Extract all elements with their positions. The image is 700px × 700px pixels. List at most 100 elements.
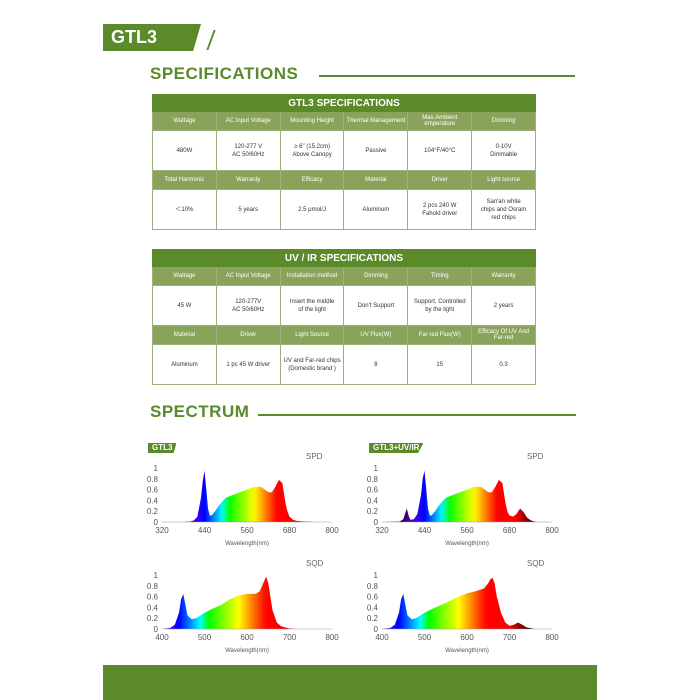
model-tag: GTL3 xyxy=(103,24,201,51)
spectrum-heading: SPECTRUM xyxy=(150,402,250,421)
y-tick-label: 0.6 xyxy=(367,486,379,495)
y-tick-label: 1 xyxy=(154,571,159,580)
chart-tag-gtl3: GTL3 xyxy=(148,443,177,453)
table-header-cell: Timing xyxy=(407,266,473,286)
x-tick-label: 440 xyxy=(198,526,212,535)
uvir-value-row-1: 45 W 120-277V AC 50/60Hz Insert the midd… xyxy=(152,285,536,326)
specifications-rule xyxy=(319,75,575,77)
y-tick-label: 0.4 xyxy=(367,603,379,612)
chart-tag-gtl3-uvir: GTL3+UV/IR xyxy=(369,443,424,453)
table-header-cell: Material xyxy=(152,325,217,345)
y-tick-label: 0 xyxy=(154,518,159,527)
table-header-cell: Dimming xyxy=(471,111,536,131)
tag-accent-stripe xyxy=(197,30,216,50)
uvir-header-row-2: Material Driver Light Source UV Flux(W) … xyxy=(152,325,536,345)
gtl3-value-row-1: 480W 120-277 V AC 50/60Hz ≥ 6" (15.2cm) … xyxy=(152,130,536,171)
spectrum-area xyxy=(382,577,552,629)
x-axis-label: Wavelength(nm) xyxy=(225,541,269,547)
y-tick-label: 0.4 xyxy=(367,496,379,505)
table-value-cell: 8 xyxy=(343,344,409,385)
table-value-cell: ＜10% xyxy=(152,189,217,230)
table-header-cell: Light Source xyxy=(279,325,345,345)
table-value-cell: 15 xyxy=(407,344,473,385)
x-axis-label: Wavelength(nm) xyxy=(225,648,269,654)
x-tick-label: 320 xyxy=(155,526,169,535)
spectrum-chart-gtl3-spd: 0 0.2 0.40.6 0.8 1 320 440 560 680 800 Wavelength(… xyxy=(147,464,339,547)
table-header-cell: Light source xyxy=(471,170,536,190)
table-header-cell: AC Input Voltage xyxy=(215,266,281,286)
table-header-cell: Wattage xyxy=(152,111,217,131)
table-value-cell: 120-277 V AC 50/60Hz xyxy=(215,130,281,171)
x-tick-label: 680 xyxy=(283,526,297,535)
table-header-cell: Efficacy Of UV And Far-red xyxy=(471,325,536,345)
chart-kind-label: SPD xyxy=(527,452,544,461)
chart-kind-label: SQD xyxy=(306,559,324,568)
x-tick-label: 560 xyxy=(240,526,254,535)
y-tick-label: 0.8 xyxy=(367,582,379,591)
table-header-cell: Dimming xyxy=(343,266,409,286)
gtl3-header-row-2: Total Harmonic Warranty Efficacy Materia… xyxy=(152,170,536,190)
table-value-cell: 104°F/40°C xyxy=(407,130,473,171)
gtl3-table-title: GTL3 SPECIFICATIONS xyxy=(152,94,536,112)
table-header-cell: Driver xyxy=(215,325,281,345)
x-tick-label: 400 xyxy=(375,633,389,642)
x-tick-label: 500 xyxy=(418,633,432,642)
table-header-cell: Driver xyxy=(407,170,473,190)
x-tick-label: 680 xyxy=(503,526,517,535)
uvir-header-row-1: Wattage AC Input Voltage Installation me… xyxy=(152,266,536,286)
x-tick-label: 500 xyxy=(198,633,212,642)
x-tick-label: 600 xyxy=(460,633,474,642)
chart-kind-label: SPD xyxy=(306,452,323,461)
table-value-cell: UV and Far-red chips (Domestic brand ) xyxy=(279,344,345,385)
y-tick-label: 0 xyxy=(374,625,379,634)
x-tick-label: 700 xyxy=(283,633,297,642)
x-tick-label: 800 xyxy=(325,633,339,642)
chart-kind-label: SQD xyxy=(527,559,545,568)
spectrum-area xyxy=(162,576,332,629)
gtl3-header-row-1: Wattage AC Input Voltage Mounting Height… xyxy=(152,111,536,131)
y-tick-label: 0 xyxy=(374,518,379,527)
table-value-cell: 0.3 xyxy=(471,344,536,385)
table-value-cell: 1 pc 45 W driver xyxy=(215,344,281,385)
table-header-cell: Thermal Management xyxy=(343,111,409,131)
spectrum-rule xyxy=(258,414,576,416)
table-header-cell: Material xyxy=(343,170,409,190)
table-value-cell: 480W xyxy=(152,130,217,171)
y-tick-label: 0.2 xyxy=(367,507,379,516)
spectrum-area xyxy=(165,470,332,522)
table-value-cell: 120-277V AC 50/60Hz xyxy=(215,285,281,326)
uvir-table-title: UV / IR SPECIFICATIONS xyxy=(152,249,536,267)
table-header-cell: AC Input Voltage xyxy=(215,111,281,131)
table-value-cell: 2 pcs 240 W Fahold driver xyxy=(407,189,473,230)
table-header-cell: Mounting Height xyxy=(279,111,345,131)
table-value-cell: 2.5 μmol/J xyxy=(279,189,345,230)
table-value-cell: Passive xyxy=(343,130,409,171)
table-value-cell: Aluminum xyxy=(343,189,409,230)
x-tick-label: 400 xyxy=(155,633,169,642)
uvir-value-row-2: Aluminum 1 pc 45 W driver UV and Far-red… xyxy=(152,344,536,385)
table-header-cell: Far red Flux(W) xyxy=(407,325,473,345)
x-tick-label: 800 xyxy=(545,526,559,535)
x-axis-label: Wavelength(nm) xyxy=(445,541,489,547)
y-tick-label: 0.8 xyxy=(147,475,159,484)
y-tick-label: 0.8 xyxy=(367,475,379,484)
table-value-cell: Insert the middle of the light xyxy=(279,285,345,326)
y-tick-label: 0.4 xyxy=(147,603,159,612)
specifications-heading: SPECIFICATIONS xyxy=(150,64,299,83)
table-header-cell: Installation method xyxy=(279,266,345,286)
gtl3-value-row-2: ＜10% 5 years 2.5 μmol/J Aluminum 2 pcs 2… xyxy=(152,189,536,230)
y-tick-label: 0.8 xyxy=(147,582,159,591)
x-axis-label: Wavelength(nm) xyxy=(445,648,489,654)
footer-bar xyxy=(103,665,597,700)
table-value-cell: ≥ 6" (15.2cm) Above Canopy xyxy=(279,130,345,171)
gtl3-spec-table: GTL3 SPECIFICATIONS Wattage AC Input Vol… xyxy=(152,94,536,230)
y-tick-label: 1 xyxy=(374,571,379,580)
y-tick-label: 0.6 xyxy=(147,486,159,495)
x-tick-label: 440 xyxy=(418,526,432,535)
table-header-cell: Max.Ambient emperature xyxy=(407,111,473,131)
x-tick-label: 600 xyxy=(240,633,254,642)
table-value-cell: 45 W xyxy=(152,285,217,326)
spectrum-area xyxy=(385,470,552,522)
table-value-cell: 0-10V Dimmable xyxy=(471,130,536,171)
table-header-cell: Total Harmonic xyxy=(152,170,217,190)
